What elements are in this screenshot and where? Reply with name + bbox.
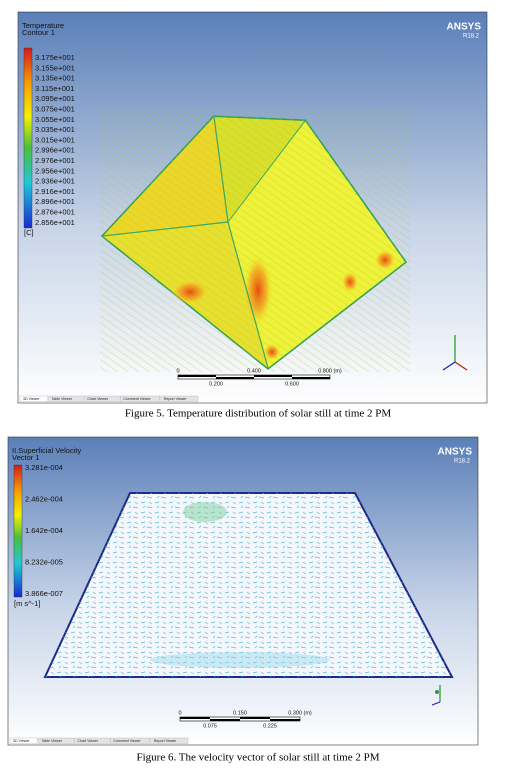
legend-value: 8.232e-005: [25, 557, 63, 566]
legend-value: 3.175e+001: [35, 53, 75, 62]
viewer-tab-label[interactable]: Comment Viewer: [113, 739, 141, 743]
legend-title: Temperature: [22, 21, 64, 30]
axis-triad: [431, 685, 441, 706]
legend-value: 2.956e+001: [35, 166, 75, 175]
scale-label: 0.600: [285, 381, 299, 387]
pyramid-model: [100, 110, 410, 372]
scale-label: 0.400: [247, 368, 261, 374]
viewer-tab[interactable]: [150, 737, 189, 744]
color-bar: [23, 47, 33, 229]
legend-value: 2.856e+001: [35, 218, 75, 227]
color-bar: [13, 464, 23, 598]
viewer-tab-label[interactable]: Table Viewer: [42, 739, 63, 743]
legend-title: II.Superficial Velocity: [12, 446, 81, 455]
scale-bar: [270, 719, 300, 721]
legend-value: 2.916e+001: [35, 187, 75, 196]
scale-label: 0.200: [209, 381, 223, 387]
legend-unit: [C]: [24, 228, 34, 237]
scale-bar: [178, 375, 216, 377]
viewer-tab-label[interactable]: 3D Viewer: [23, 397, 40, 401]
scale-label: 0.150: [233, 710, 247, 716]
scale-label: 0.075: [203, 723, 217, 729]
version: R18.2: [454, 459, 471, 465]
viewer-tab-label[interactable]: Report Viewer: [154, 739, 178, 743]
legend-value: 2.976e+001: [35, 156, 75, 165]
viewer-tab[interactable]: [48, 395, 84, 402]
legend-value: 3.035e+001: [35, 125, 75, 134]
scale-label: 0.225: [263, 723, 277, 729]
version: R18.2: [463, 34, 480, 40]
axis-triad: [442, 335, 468, 371]
legend-subtitle: Contour 1: [22, 28, 55, 37]
legend-subtitle: Vector 1: [12, 453, 40, 462]
viewer-tab-label[interactable]: Comment Viewer: [123, 397, 151, 401]
legend-value: 3.155e+001: [35, 63, 75, 72]
legend-value: 2.996e+001: [35, 146, 75, 155]
legend-value: 3.135e+001: [35, 74, 75, 83]
viewer-tab[interactable]: [84, 395, 120, 402]
legend-value: 1.642e-004: [25, 526, 63, 535]
legend-value: 3.115e+001: [35, 84, 74, 93]
scale-label: 0: [176, 368, 179, 374]
viewer-tab[interactable]: [19, 395, 48, 402]
brand: ANSYS: [447, 22, 482, 33]
scale-bar: [216, 377, 254, 379]
figure-caption: Figure 6. The velocity vector of solar s…: [137, 752, 380, 764]
figure-caption: Figure 5. Temperature distribution of so…: [125, 408, 392, 420]
legend-value: 2.462e-004: [25, 494, 63, 503]
vector-field: [43, 492, 454, 678]
legend-value: 3.095e+001: [35, 94, 75, 103]
legend-value: 3.866e-007: [25, 589, 63, 598]
viewer-tab[interactable]: [38, 737, 74, 744]
viewer-tab-label[interactable]: 3D Viewer: [13, 739, 30, 743]
scale-bar: [254, 375, 292, 377]
viewer-tab[interactable]: [110, 737, 150, 744]
viewer-tab-label[interactable]: Chart Viewer: [77, 739, 99, 743]
viewer-tab[interactable]: [120, 395, 160, 402]
legend-value: 3.055e+001: [35, 115, 75, 124]
viewer-tab-label[interactable]: Table Viewer: [52, 397, 73, 401]
legend-value: 2.896e+001: [35, 197, 75, 206]
scale-label: 0.300 (m): [288, 710, 312, 716]
viewer-tab-label[interactable]: Report Viewer: [164, 397, 188, 401]
viewer-tab[interactable]: [9, 737, 38, 744]
legend-unit: [m s^-1]: [14, 599, 40, 608]
viewer-tab-label[interactable]: Chart Viewer: [87, 397, 109, 401]
legend-value: 2.876e+001: [35, 207, 75, 216]
scale-bar: [180, 717, 210, 719]
legend-value: 3.281e-004: [25, 463, 63, 472]
scale-bar: [292, 377, 330, 379]
legend-value: 3.075e+001: [35, 104, 75, 113]
scale-bar: [240, 717, 270, 719]
scale-label: 0.800 (m): [318, 368, 342, 374]
brand: ANSYS: [438, 447, 473, 458]
viewer-tab[interactable]: [160, 395, 199, 402]
viewer-tab[interactable]: [74, 737, 110, 744]
legend-value: 2.936e+001: [35, 177, 75, 186]
legend-value: 3.015e+001: [35, 135, 75, 144]
scale-label: 0: [178, 710, 181, 716]
scale-bar: [210, 719, 240, 721]
